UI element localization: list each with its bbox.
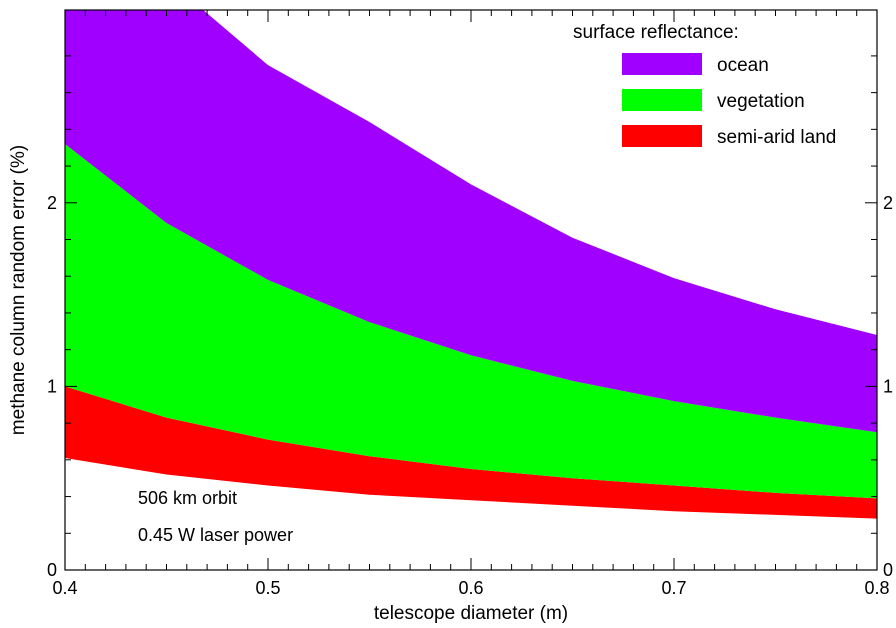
annotation-laser-power: 0.45 W laser power bbox=[138, 525, 293, 545]
tick-labels: 0.4 0.5 0.6 0.7 0.80 01 12 2 bbox=[47, 193, 893, 598]
legend-swatch bbox=[622, 125, 702, 147]
y-tick-label-left: 1 bbox=[47, 376, 57, 396]
y-tick-label-right: 2 bbox=[883, 193, 893, 213]
area-bands bbox=[65, 10, 877, 519]
y-tick-label-right: 1 bbox=[883, 376, 893, 396]
legend-label: vegetation bbox=[717, 91, 805, 112]
y-tick-label-left: 0 bbox=[47, 560, 57, 580]
x-tick-label: 0.6 bbox=[458, 578, 483, 598]
x-axis-label: telescope diameter (m) bbox=[374, 603, 568, 624]
x-tick-label: 0.7 bbox=[661, 578, 686, 598]
legend-label: ocean bbox=[717, 55, 769, 76]
legend-label: semi-arid land bbox=[717, 127, 836, 148]
x-tick-label: 0.5 bbox=[255, 578, 280, 598]
legend: surface reflectance: ocean vegetation semi… bbox=[573, 22, 836, 148]
y-tick-label-right: 0 bbox=[883, 560, 893, 580]
area-band-ocean bbox=[65, 10, 877, 433]
legend-title: surface reflectance: bbox=[573, 22, 739, 43]
area-band-semi-arid-land bbox=[65, 386, 877, 519]
legend-swatch bbox=[622, 89, 702, 111]
plot-frame bbox=[64, 9, 878, 571]
y-axis-label: methane column random error (%) bbox=[8, 145, 29, 435]
annotation-orbit: 506 km orbit bbox=[138, 488, 237, 508]
x-tick-label: 0.4 bbox=[52, 578, 77, 598]
area-band-vegetation bbox=[65, 144, 877, 499]
legend-swatch bbox=[622, 53, 702, 75]
x-tick-label: 0.8 bbox=[864, 578, 889, 598]
y-tick-label-left: 2 bbox=[47, 193, 57, 213]
